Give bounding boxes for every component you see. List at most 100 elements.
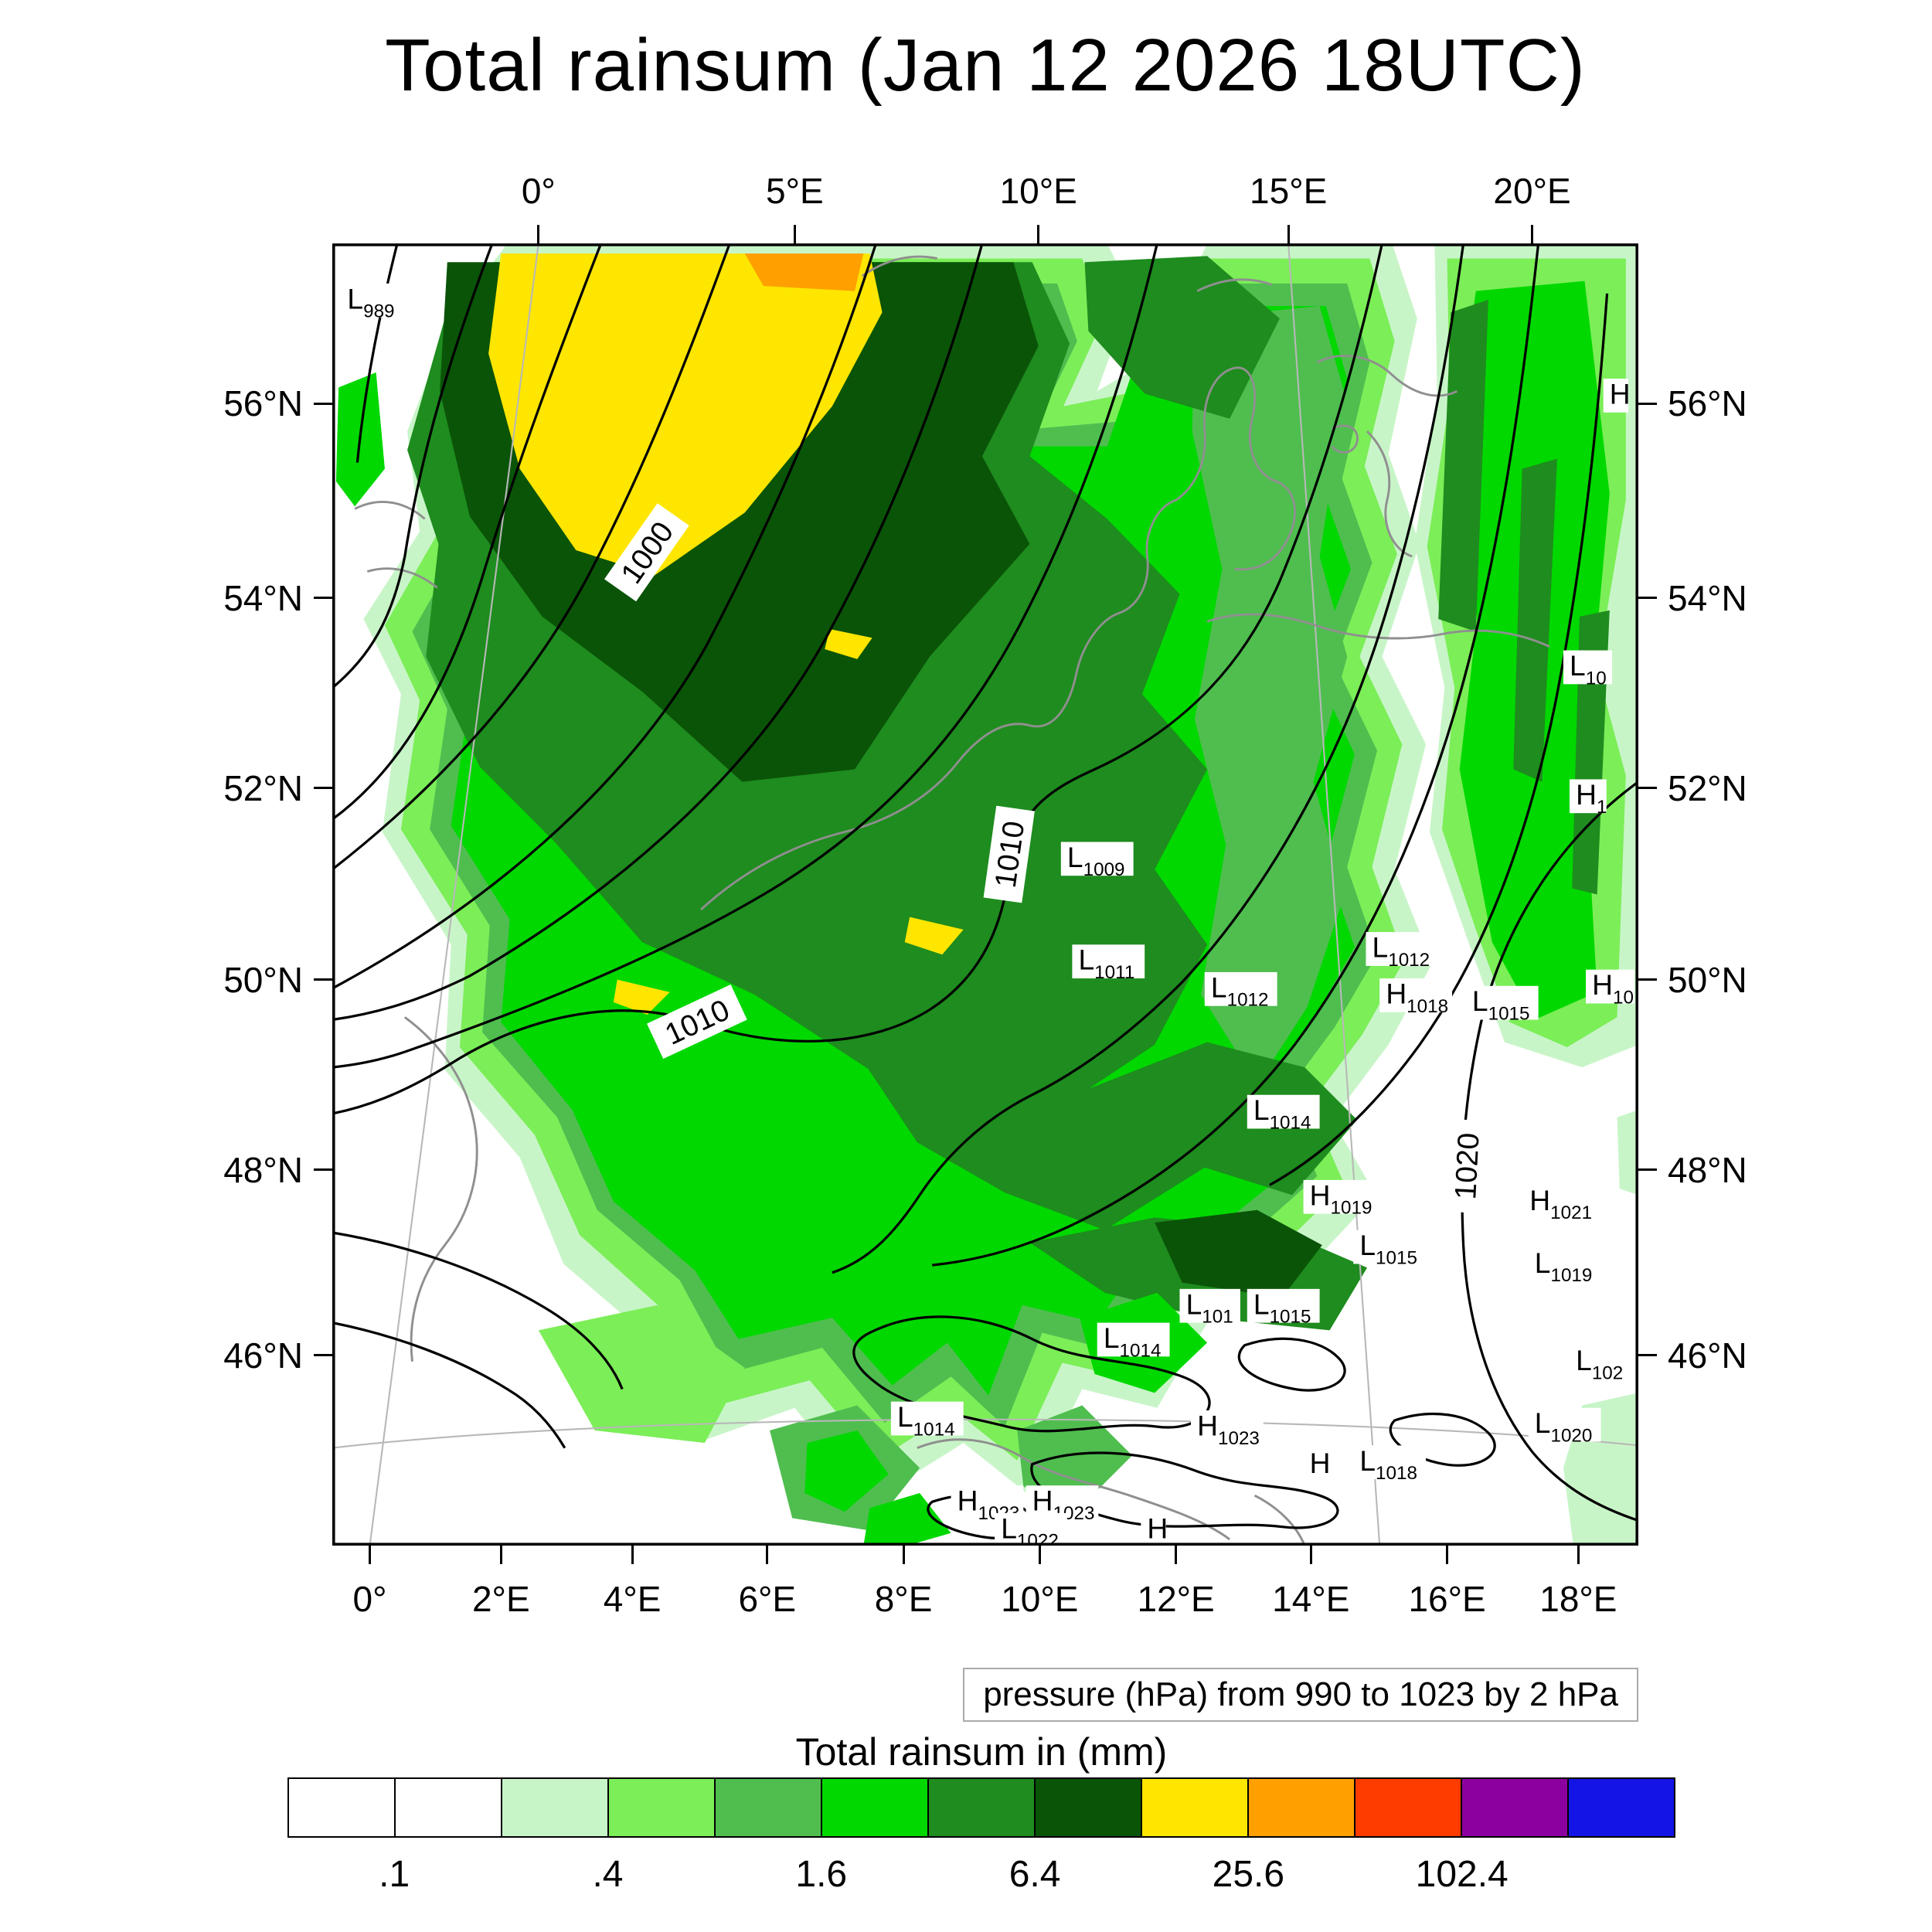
isobar <box>332 243 731 871</box>
axis-tick-right <box>1638 402 1657 405</box>
axis-tick-left <box>314 597 332 599</box>
isobar <box>332 243 1158 1069</box>
pressure-center-box <box>890 1401 964 1436</box>
pressure-center-box <box>1570 779 1607 814</box>
axis-tick-label-left: 52°N <box>223 767 303 808</box>
axis-tick-left <box>314 978 332 981</box>
rain-region <box>1513 458 1557 782</box>
pressure-center-box <box>1523 1185 1597 1219</box>
isobar-label: 1010 <box>983 805 1035 903</box>
coastline <box>861 255 1273 292</box>
axis-tick-label-right: 46°N <box>1668 1335 1747 1376</box>
colorbar-cell <box>609 1779 716 1836</box>
pressure-center-box <box>1141 1512 1166 1546</box>
isobar <box>1461 781 1638 1522</box>
pressure-center-text: H <box>1610 377 1631 410</box>
pressure-center: L1011 <box>1072 944 1145 983</box>
graticule-line <box>332 1418 1638 1449</box>
isobar <box>332 243 603 821</box>
axis-tick-label-left: 54°N <box>223 577 303 618</box>
pressure-center-box <box>1060 842 1134 876</box>
axis-tick-top <box>1037 225 1040 243</box>
map-frame <box>332 243 1638 1546</box>
axis-tick-top <box>793 225 796 243</box>
pressure-center: L1014 <box>890 1400 964 1440</box>
pressure-center: L102 <box>1570 1344 1631 1384</box>
axis-tick-label-left: 48°N <box>223 1149 303 1190</box>
pressure-center: L1020 <box>1528 1406 1601 1447</box>
axis-tick-label-bottom: 2°E <box>471 1579 530 1619</box>
axis-tick-label-bottom: 6°E <box>738 1579 797 1619</box>
pressure-center-box <box>1528 1407 1601 1442</box>
colorbar-title: Total rainsum in (mm) <box>795 1730 1168 1774</box>
axis-tick-bottom <box>902 1546 905 1564</box>
rain-region <box>867 1042 1358 1230</box>
rain-region <box>825 629 872 659</box>
coastline <box>700 498 1177 911</box>
axis-tick-right <box>1638 597 1657 599</box>
pressure-center-box <box>1303 1447 1328 1482</box>
pressure-center-box <box>995 1512 1067 1546</box>
axis-tick-left <box>314 1354 332 1357</box>
pressure-center: L1018 <box>1353 1444 1427 1484</box>
pressure-center-box <box>1179 1288 1240 1323</box>
pressure-center-box <box>1204 971 1277 1006</box>
axis-tick-label-left: 46°N <box>223 1335 303 1376</box>
rain-region <box>1438 299 1488 632</box>
axis-tick-right <box>1638 1354 1657 1357</box>
axis-tick-left <box>314 787 332 790</box>
coastline <box>917 1438 1306 1546</box>
pressure-center: H10 <box>1586 968 1635 1008</box>
axis-tick-label-bottom: 10°E <box>1001 1579 1079 1619</box>
axis-tick-label-right: 54°N <box>1668 577 1747 618</box>
coastline <box>1316 355 1458 558</box>
isobar <box>355 243 399 463</box>
rain-region <box>613 979 670 1015</box>
pressure-center-box <box>1586 969 1635 1004</box>
axis-tick-right <box>1638 1168 1657 1172</box>
axis-tick-left <box>314 402 332 405</box>
pressure-center-box <box>1379 978 1453 1012</box>
isobar-label-box <box>604 503 689 602</box>
pressure-center: L1022 <box>995 1512 1067 1546</box>
colorbar-cell <box>929 1779 1036 1836</box>
pressure-center: H1021 <box>1523 1184 1597 1223</box>
isobar <box>332 243 984 1022</box>
axis-tick-label-left: 56°N <box>223 383 303 424</box>
colorbar-labels: .1 .4 1.6 6.4 25.6 102.4 <box>287 1853 1675 1900</box>
pressure-center-box <box>1303 1179 1376 1214</box>
axis-tick-label-bottom: 14°E <box>1272 1579 1350 1619</box>
axis-tick-bottom <box>1446 1546 1449 1564</box>
rain-region <box>1192 306 1348 1085</box>
pressure-center-text: H <box>1147 1512 1168 1544</box>
pressure-center: L1009 <box>1060 841 1134 880</box>
graticule-line <box>369 243 539 1546</box>
pressure-center-box <box>1465 985 1539 1020</box>
rain-region <box>904 917 964 955</box>
colorbar-cell <box>289 1779 396 1836</box>
pressure-center: H <box>1303 1447 1331 1482</box>
colorbar-tick-label: 6.4 <box>1009 1854 1061 1895</box>
axis-tick-label-top: 10°E <box>999 171 1077 211</box>
colorbar-tick-label: 1.6 <box>795 1854 848 1895</box>
pressure-center: L1015 <box>1465 985 1539 1025</box>
pressure-center: L1019 <box>1528 1247 1601 1286</box>
axis-tick-bottom <box>1309 1546 1312 1564</box>
pressure-center: L101 <box>1179 1287 1240 1328</box>
colorbar-cell <box>1249 1779 1355 1836</box>
isobar-label: 1020 <box>1444 1118 1488 1214</box>
isobar <box>852 1315 1211 1433</box>
pressure-center: L1014 <box>1247 1094 1320 1133</box>
isobar-label-box <box>1444 1118 1488 1214</box>
colorbar-cell <box>1569 1779 1674 1836</box>
isobar-label-text: 1020 <box>1449 1132 1485 1201</box>
axis-tick-label-right: 50°N <box>1668 959 1747 1000</box>
axis-tick-label-right: 48°N <box>1668 1149 1747 1190</box>
isobar <box>332 1321 566 1449</box>
axis-tick-right <box>1638 787 1657 790</box>
axis-tick-bottom <box>499 1546 502 1564</box>
rain-region <box>1617 1110 1638 1196</box>
pressure-center: L1015 <box>1247 1287 1320 1328</box>
colorbar-cell <box>396 1779 502 1836</box>
pressure-center: L1014 <box>1097 1321 1170 1361</box>
